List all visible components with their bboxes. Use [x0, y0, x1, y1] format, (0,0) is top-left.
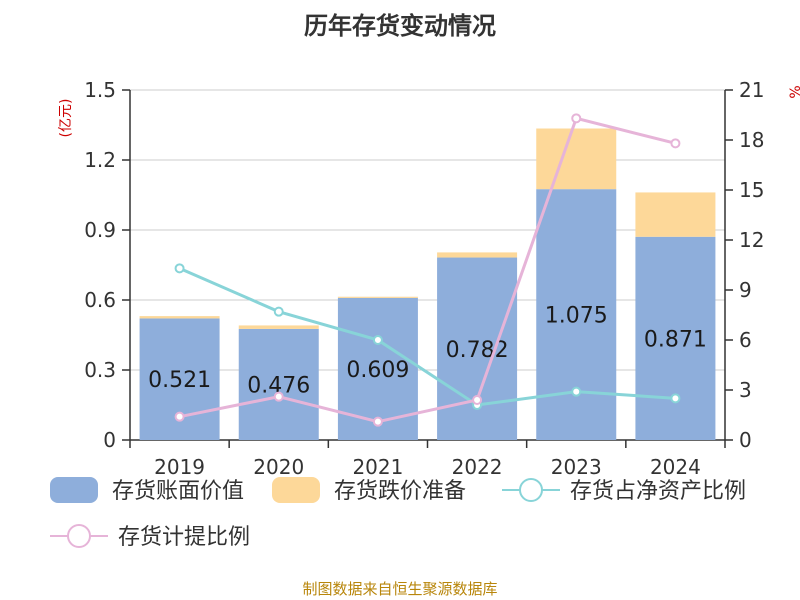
left-axis-unit: (亿元) — [58, 99, 74, 138]
bar-impairment-2021 — [337, 296, 418, 298]
point-provision-ratio-2020 — [273, 391, 284, 402]
point-provision-ratio-2019 — [174, 411, 185, 422]
right-tick-label: 0 — [739, 428, 752, 452]
legend-swatch — [272, 477, 320, 503]
x-tick-label: 2021 — [352, 455, 403, 479]
right-axis-ticks: 0 3 6 9 12 15 18 21 — [739, 78, 764, 452]
line-provision-ratio — [179, 116, 676, 424]
bar-book-value-2024 — [635, 236, 716, 440]
right-tick-label: 12 — [739, 228, 764, 252]
left-axis-ticks: 0 0.3 0.6 0.9 1.2 1.5 — [84, 78, 116, 452]
bar-value-label: 0.521 — [148, 368, 211, 393]
line-net-asset-ratio — [178, 266, 676, 407]
bar-impairment-2022 — [437, 252, 518, 258]
legend-marker — [67, 524, 91, 548]
legend-item-1: 存货账面价值 — [50, 477, 244, 504]
bar-value-label: 1.075 — [545, 304, 608, 329]
right-tick-label: 6 — [739, 328, 752, 352]
legend-item-2: 存货跌价准备 — [272, 477, 466, 504]
legend-item-4: 存货计提比例 — [50, 524, 250, 550]
x-tick-label: 2023 — [551, 455, 602, 479]
legend-swatch — [50, 477, 98, 503]
bar-impairment-2023 — [536, 128, 617, 190]
data-source: 制图数据来自恒生聚源数据库 — [302, 580, 497, 598]
right-tick-label: 18 — [739, 128, 764, 152]
bar-value-label: 0.871 — [644, 327, 707, 352]
right-tick-label: 15 — [739, 178, 764, 202]
point-net-asset-ratio-2019 — [174, 263, 185, 274]
point-net-asset-ratio-2020 — [273, 306, 284, 317]
x-tick-label: 2022 — [452, 455, 503, 479]
bar-impairment-2019 — [139, 316, 220, 319]
x-tick-label: 2019 — [154, 455, 205, 479]
right-tick-label: 9 — [739, 278, 752, 302]
left-tick-label: 1.2 — [84, 148, 116, 172]
legend-label: 存货计提比例 — [118, 525, 250, 550]
line-series — [174, 113, 681, 427]
left-tick-label: 0 — [103, 428, 116, 452]
bar-book-value-2020 — [238, 328, 319, 440]
legend-item-3: 存货占净资产比例 — [502, 478, 746, 504]
right-tick-label: 21 — [739, 78, 764, 102]
bar-impairment-2024 — [635, 192, 716, 237]
point-provision-ratio-2022 — [472, 395, 483, 405]
point-provision-ratio-2023 — [571, 113, 582, 124]
point-provision-ratio-2021 — [372, 416, 383, 427]
chart-title: 历年存货变动情况 — [304, 12, 496, 40]
gridlines — [130, 89, 725, 371]
x-tick-label: 2024 — [650, 455, 701, 479]
x-axis-ticks: 2019 2020 2021 2022 2023 2024 — [154, 455, 701, 479]
x-tick-label: 2020 — [253, 455, 304, 479]
right-tick-label: 3 — [739, 378, 752, 402]
point-net-asset-ratio-2023 — [571, 386, 582, 397]
point-provision-ratio-2024 — [670, 138, 681, 149]
point-net-asset-ratio-2024 — [670, 393, 681, 404]
legend-marker — [519, 478, 543, 502]
axes — [122, 89, 733, 448]
legend-label: 存货跌价准备 — [334, 479, 466, 504]
right-axis-unit: % — [788, 85, 800, 98]
left-tick-label: 0.3 — [84, 358, 116, 382]
legend-label: 存货占净资产比例 — [570, 479, 746, 504]
point-net-asset-ratio-2021 — [372, 335, 383, 345]
bar-impairment-2020 — [238, 325, 319, 329]
left-tick-label: 0.6 — [84, 288, 116, 312]
left-tick-label: 0.9 — [84, 218, 116, 242]
left-tick-label: 1.5 — [84, 78, 116, 102]
bar-value-label: 0.609 — [346, 358, 409, 383]
legend-label: 存货账面价值 — [112, 479, 244, 504]
bar-book-value-2023 — [536, 189, 617, 440]
